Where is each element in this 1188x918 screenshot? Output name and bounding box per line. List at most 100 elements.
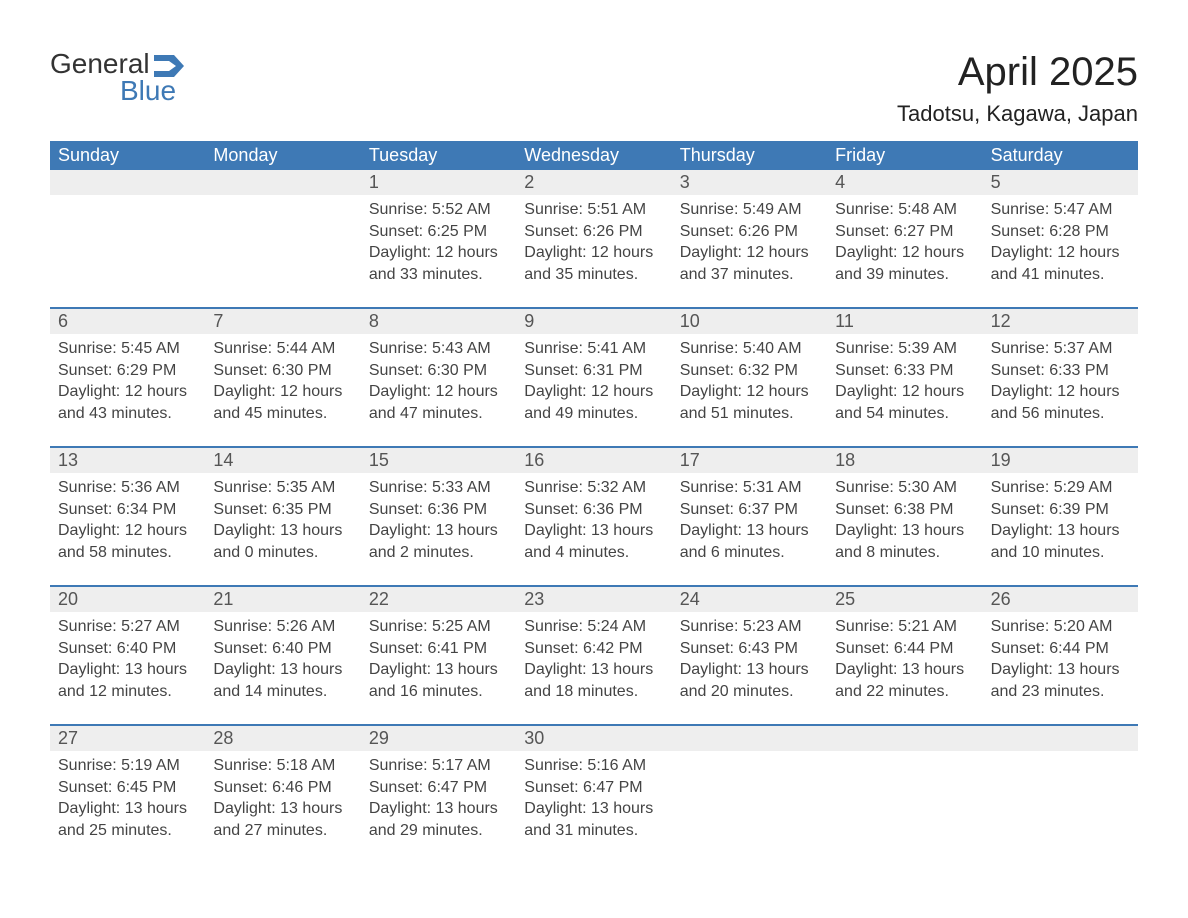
- day-cell: Sunrise: 5:44 AMSunset: 6:30 PMDaylight:…: [205, 334, 360, 446]
- daylight-line: Daylight: 12 hours and 51 minutes.: [680, 381, 819, 424]
- day-number: 18: [827, 448, 982, 473]
- daylight-line: Daylight: 13 hours and 14 minutes.: [213, 659, 352, 702]
- day-number: 29: [361, 726, 516, 751]
- day-number: 12: [983, 309, 1138, 334]
- sunrise-line: Sunrise: 5:48 AM: [835, 199, 974, 221]
- sunset-line: Sunset: 6:47 PM: [524, 777, 663, 799]
- day-number: 3: [672, 170, 827, 195]
- day-number: 9: [516, 309, 671, 334]
- daylight-line: Daylight: 12 hours and 35 minutes.: [524, 242, 663, 285]
- daylight-line: Daylight: 12 hours and 49 minutes.: [524, 381, 663, 424]
- day-of-week-header: SundayMondayTuesdayWednesdayThursdayFrid…: [50, 141, 1138, 170]
- week-row: Sunrise: 5:36 AMSunset: 6:34 PMDaylight:…: [50, 473, 1138, 585]
- day-cell: Sunrise: 5:43 AMSunset: 6:30 PMDaylight:…: [361, 334, 516, 446]
- daylight-line: Daylight: 12 hours and 47 minutes.: [369, 381, 508, 424]
- day-cell: Sunrise: 5:49 AMSunset: 6:26 PMDaylight:…: [672, 195, 827, 307]
- sunrise-line: Sunrise: 5:45 AM: [58, 338, 197, 360]
- sunrise-line: Sunrise: 5:25 AM: [369, 616, 508, 638]
- day-number: 20: [50, 587, 205, 612]
- day-number: 4: [827, 170, 982, 195]
- day-cell: Sunrise: 5:30 AMSunset: 6:38 PMDaylight:…: [827, 473, 982, 585]
- daylight-line: Daylight: 12 hours and 58 minutes.: [58, 520, 197, 563]
- daylight-line: Daylight: 13 hours and 12 minutes.: [58, 659, 197, 702]
- sunrise-line: Sunrise: 5:37 AM: [991, 338, 1130, 360]
- daylight-line: Daylight: 13 hours and 4 minutes.: [524, 520, 663, 563]
- day-number: 28: [205, 726, 360, 751]
- day-number: 16: [516, 448, 671, 473]
- sunrise-line: Sunrise: 5:27 AM: [58, 616, 197, 638]
- day-cell: [50, 195, 205, 307]
- flag-icon: [154, 54, 184, 82]
- day-number: [672, 726, 827, 751]
- sunrise-line: Sunrise: 5:43 AM: [369, 338, 508, 360]
- daylight-line: Daylight: 12 hours and 33 minutes.: [369, 242, 508, 285]
- daylight-line: Daylight: 13 hours and 10 minutes.: [991, 520, 1130, 563]
- sunset-line: Sunset: 6:36 PM: [524, 499, 663, 521]
- daylight-line: Daylight: 13 hours and 27 minutes.: [213, 798, 352, 841]
- sunrise-line: Sunrise: 5:39 AM: [835, 338, 974, 360]
- day-cell: [983, 751, 1138, 863]
- day-number: 13: [50, 448, 205, 473]
- daylight-line: Daylight: 13 hours and 20 minutes.: [680, 659, 819, 702]
- title-block: April 2025 Tadotsu, Kagawa, Japan: [897, 50, 1138, 127]
- sunset-line: Sunset: 6:34 PM: [58, 499, 197, 521]
- sunrise-line: Sunrise: 5:36 AM: [58, 477, 197, 499]
- week-daynum-band: 27282930: [50, 724, 1138, 751]
- day-cell: [827, 751, 982, 863]
- day-cell: Sunrise: 5:36 AMSunset: 6:34 PMDaylight:…: [50, 473, 205, 585]
- day-of-week-label: Friday: [827, 141, 982, 170]
- sunset-line: Sunset: 6:25 PM: [369, 221, 508, 243]
- sunrise-line: Sunrise: 5:29 AM: [991, 477, 1130, 499]
- sunset-line: Sunset: 6:26 PM: [680, 221, 819, 243]
- daylight-line: Daylight: 12 hours and 41 minutes.: [991, 242, 1130, 285]
- sunset-line: Sunset: 6:26 PM: [524, 221, 663, 243]
- day-number: 24: [672, 587, 827, 612]
- day-number: [205, 170, 360, 195]
- sunset-line: Sunset: 6:29 PM: [58, 360, 197, 382]
- day-cell: Sunrise: 5:40 AMSunset: 6:32 PMDaylight:…: [672, 334, 827, 446]
- sunset-line: Sunset: 6:47 PM: [369, 777, 508, 799]
- sunrise-line: Sunrise: 5:16 AM: [524, 755, 663, 777]
- week-row: Sunrise: 5:27 AMSunset: 6:40 PMDaylight:…: [50, 612, 1138, 724]
- sunset-line: Sunset: 6:41 PM: [369, 638, 508, 660]
- sunrise-line: Sunrise: 5:32 AM: [524, 477, 663, 499]
- day-of-week-label: Tuesday: [361, 141, 516, 170]
- day-number: 27: [50, 726, 205, 751]
- sunset-line: Sunset: 6:31 PM: [524, 360, 663, 382]
- day-number: 19: [983, 448, 1138, 473]
- day-number: 6: [50, 309, 205, 334]
- sunrise-line: Sunrise: 5:35 AM: [213, 477, 352, 499]
- daylight-line: Daylight: 13 hours and 23 minutes.: [991, 659, 1130, 702]
- sunrise-line: Sunrise: 5:51 AM: [524, 199, 663, 221]
- daylight-line: Daylight: 13 hours and 0 minutes.: [213, 520, 352, 563]
- page: General Blue April 2025 Tadotsu, Kagawa,…: [0, 0, 1188, 918]
- sunrise-line: Sunrise: 5:24 AM: [524, 616, 663, 638]
- day-cell: Sunrise: 5:20 AMSunset: 6:44 PMDaylight:…: [983, 612, 1138, 724]
- day-cell: Sunrise: 5:48 AMSunset: 6:27 PMDaylight:…: [827, 195, 982, 307]
- day-cell: [205, 195, 360, 307]
- sunset-line: Sunset: 6:28 PM: [991, 221, 1130, 243]
- day-number: 10: [672, 309, 827, 334]
- sunset-line: Sunset: 6:35 PM: [213, 499, 352, 521]
- day-number: 23: [516, 587, 671, 612]
- sunrise-line: Sunrise: 5:17 AM: [369, 755, 508, 777]
- week-row: Sunrise: 5:45 AMSunset: 6:29 PM Daylight:…: [50, 334, 1138, 446]
- day-cell: Sunrise: 5:32 AMSunset: 6:36 PMDaylight:…: [516, 473, 671, 585]
- daylight-line: Daylight: 13 hours and 22 minutes.: [835, 659, 974, 702]
- day-cell: Sunrise: 5:51 AMSunset: 6:26 PMDaylight:…: [516, 195, 671, 307]
- sunset-line: Sunset: 6:32 PM: [680, 360, 819, 382]
- sunset-line: Sunset: 6:44 PM: [835, 638, 974, 660]
- sunrise-line: Sunrise: 5:49 AM: [680, 199, 819, 221]
- day-number: 14: [205, 448, 360, 473]
- sunrise-line: Sunrise: 5:19 AM: [58, 755, 197, 777]
- daylight-line: Daylight: 13 hours and 6 minutes.: [680, 520, 819, 563]
- day-cell: Sunrise: 5:18 AMSunset: 6:46 PMDaylight:…: [205, 751, 360, 863]
- day-cell: Sunrise: 5:37 AMSunset: 6:33 PMDaylight:…: [983, 334, 1138, 446]
- day-number: [827, 726, 982, 751]
- day-of-week-label: Sunday: [50, 141, 205, 170]
- sunset-line: Sunset: 6:39 PM: [991, 499, 1130, 521]
- day-number: 2: [516, 170, 671, 195]
- day-number: 8: [361, 309, 516, 334]
- daylight-line: Daylight: 12 hours and 54 minutes.: [835, 381, 974, 424]
- daylight-line: Daylight: 13 hours and 8 minutes.: [835, 520, 974, 563]
